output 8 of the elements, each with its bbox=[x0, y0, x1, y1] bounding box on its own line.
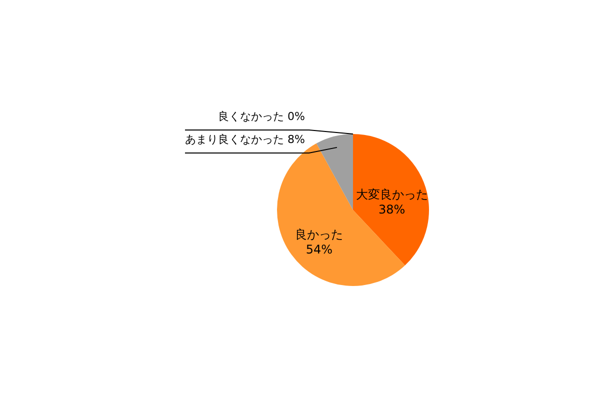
slice-label: あまり良くなかった 8% bbox=[185, 133, 305, 146]
slice-label: 良かった bbox=[295, 228, 344, 242]
pie-slice bbox=[353, 134, 429, 266]
data-label: 38% bbox=[378, 202, 406, 217]
slice-label: 大変良かった bbox=[356, 188, 428, 202]
category-label: 良くなかった 0% bbox=[218, 110, 305, 123]
data-label: 54% bbox=[306, 242, 333, 257]
pie-slice bbox=[316, 134, 353, 210]
